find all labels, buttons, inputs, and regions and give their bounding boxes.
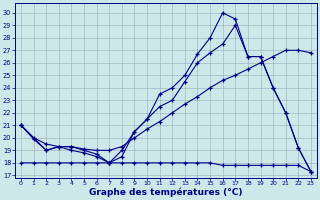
X-axis label: Graphe des températures (°C): Graphe des températures (°C) <box>89 188 243 197</box>
